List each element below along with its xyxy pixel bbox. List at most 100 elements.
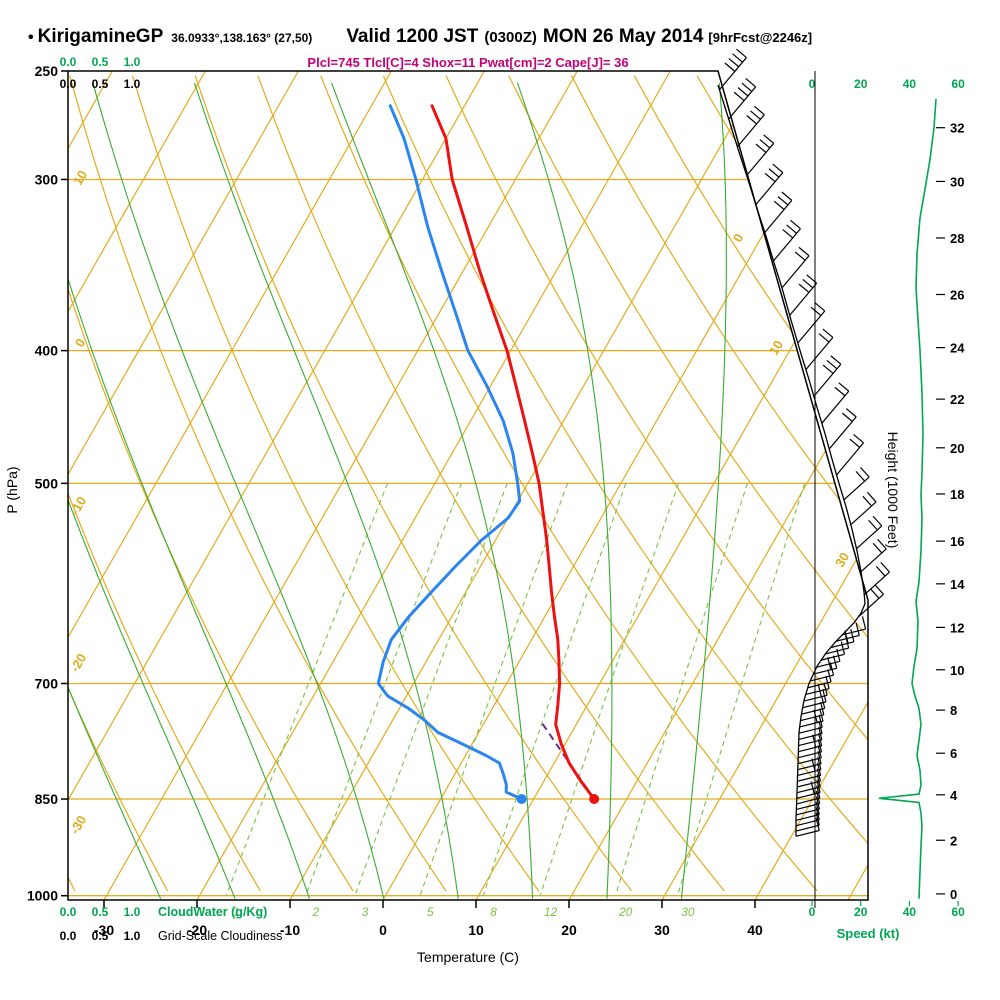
forecast-tag: [9hrFcst@2246z]: [708, 30, 813, 45]
svg-text:14: 14: [950, 577, 965, 592]
svg-text:Temperature (C): Temperature (C): [417, 949, 519, 965]
svg-text:P (hPa): P (hPa): [4, 466, 20, 513]
svg-text:2: 2: [311, 905, 319, 919]
svg-text:60: 60: [951, 77, 965, 91]
svg-text:500: 500: [35, 475, 59, 491]
stability-indices: Plcl=745 Tlcl[C]=4 Shox=11 Pwat[cm]=2 Ca…: [307, 55, 629, 70]
sounding-curves: [376, 104, 600, 805]
svg-text:20: 20: [854, 77, 868, 91]
svg-text:0.5: 0.5: [92, 77, 109, 91]
svg-text:18: 18: [950, 487, 964, 502]
svg-text:250: 250: [35, 63, 59, 79]
svg-text:12: 12: [950, 620, 964, 635]
svg-text:20: 20: [561, 922, 577, 938]
mixing-ratio-lines: [225, 483, 806, 896]
svg-text:1.0: 1.0: [124, 55, 141, 69]
svg-text:300: 300: [35, 171, 59, 187]
svg-text:3: 3: [362, 905, 369, 919]
svg-text:40: 40: [903, 77, 917, 91]
station-coordinates: 36.0933°,138.163° (27,50): [171, 31, 313, 45]
svg-text:8: 8: [950, 703, 957, 718]
surface-dewpoint-dot: [516, 794, 527, 805]
svg-text:2: 2: [950, 833, 957, 848]
svg-text:0: 0: [809, 905, 816, 919]
plot-border: [67, 70, 869, 901]
svg-text:28: 28: [950, 231, 964, 246]
station-bullet-icon: •: [28, 29, 34, 46]
svg-text:Speed (kt): Speed (kt): [837, 926, 900, 941]
mixing-ratio-labels: 1 2 3 5 8 12 20 30: [233, 905, 695, 919]
svg-text:30: 30: [832, 550, 852, 570]
valid-date: MON 26 May 2014: [542, 26, 704, 47]
svg-text:0: 0: [379, 922, 387, 938]
svg-text:26: 26: [950, 287, 964, 302]
valid-time: Valid 1200 JST: [346, 26, 479, 47]
wind-speed-profile: [717, 84, 866, 837]
moist-adiabats: [68, 82, 727, 899]
svg-text:Grid-Scale Cloudiness: Grid-Scale Cloudiness: [158, 929, 282, 943]
station-name: KirigamineGP: [37, 26, 164, 47]
svg-text:40: 40: [903, 905, 917, 919]
svg-text:16: 16: [950, 534, 964, 549]
svg-text:0: 0: [72, 336, 89, 350]
svg-text:1: 1: [233, 905, 240, 919]
svg-text:10: 10: [468, 922, 484, 938]
svg-text:30: 30: [950, 174, 964, 189]
svg-text:0.0: 0.0: [60, 905, 77, 919]
valid-time-utc: (0300Z): [484, 29, 537, 46]
svg-text:10: 10: [766, 338, 786, 358]
svg-text:8: 8: [490, 905, 497, 919]
svg-text:0.0: 0.0: [60, 55, 77, 69]
height-curve: [878, 98, 937, 899]
svg-text:5: 5: [427, 905, 434, 919]
svg-text:-30: -30: [67, 813, 89, 837]
svg-text:0.0: 0.0: [60, 77, 77, 91]
svg-text:20: 20: [618, 905, 633, 919]
svg-text:32: 32: [950, 121, 964, 136]
svg-text:10: 10: [950, 663, 964, 678]
svg-text:30: 30: [654, 922, 670, 938]
svg-text:0.5: 0.5: [92, 55, 109, 69]
svg-text:1.0: 1.0: [124, 905, 141, 919]
svg-text:850: 850: [35, 791, 59, 807]
svg-text:-30: -30: [94, 922, 114, 938]
svg-text:0.5: 0.5: [92, 905, 109, 919]
svg-text:Height (1000 Feet): Height (1000 Feet): [885, 432, 901, 549]
svg-text:20: 20: [854, 905, 868, 919]
svg-text:0: 0: [950, 887, 957, 902]
svg-text:20: 20: [950, 441, 964, 456]
temperature-curve: [430, 104, 596, 801]
surface-temp-dot: [589, 794, 600, 805]
svg-text:4: 4: [950, 788, 958, 803]
chart-title: • KirigamineGP 36.0933°,138.163° (27,50) Va…: [28, 26, 812, 48]
svg-text:0.5: 0.5: [92, 929, 109, 943]
svg-text:-10: -10: [67, 494, 89, 518]
svg-text:700: 700: [35, 676, 59, 692]
svg-text:1.0: 1.0: [124, 929, 141, 943]
cloud-scales: 0.0 0.0 0.0 0.0 0.5 0.5 0.5 0.5 1.0 1.0 1.0 1.0 Clou…: [60, 55, 283, 943]
svg-text:0.0: 0.0: [60, 929, 77, 943]
svg-text:-10: -10: [280, 922, 300, 938]
svg-text:-20: -20: [67, 651, 89, 675]
svg-text:22: 22: [950, 392, 964, 407]
svg-text:10: 10: [70, 168, 90, 188]
grid-yellow: [68, 71, 868, 900]
svg-text:0: 0: [809, 77, 816, 91]
svg-text:60: 60: [951, 905, 965, 919]
svg-text:12: 12: [544, 905, 558, 919]
svg-text:30: 30: [681, 905, 695, 919]
wind: [717, 48, 890, 908]
svg-text:CloudWater (g/Kg): CloudWater (g/Kg): [158, 905, 267, 919]
svg-text:400: 400: [35, 343, 59, 359]
svg-text:40: 40: [747, 922, 763, 938]
svg-text:1.0: 1.0: [124, 77, 141, 91]
svg-text:6: 6: [950, 746, 957, 761]
svg-text:-20: -20: [187, 922, 207, 938]
svg-text:1000: 1000: [27, 888, 58, 904]
